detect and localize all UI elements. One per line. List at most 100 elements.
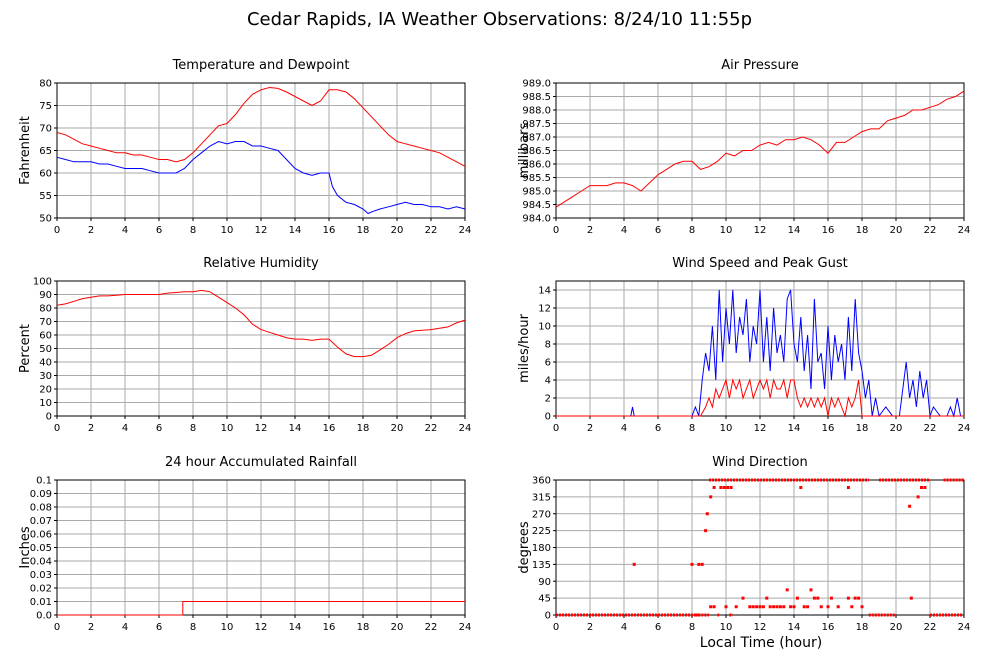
y-tick-label: 0.08 xyxy=(30,503,52,514)
y-tick-label: 180 xyxy=(532,543,551,554)
y-tick-label: 10 xyxy=(538,322,551,333)
data-point xyxy=(785,588,789,592)
x-tick-label: 2 xyxy=(587,423,593,434)
x-tick-label: 22 xyxy=(924,622,937,633)
data-point xyxy=(909,596,913,600)
y-tick-label: 0.07 xyxy=(30,516,52,527)
data-point xyxy=(719,486,723,489)
x-tick-label: 14 xyxy=(788,225,801,236)
data-point xyxy=(724,605,728,609)
data-point xyxy=(778,605,782,609)
x-tick-label: 4 xyxy=(621,423,627,434)
y-tick-label: 0 xyxy=(545,412,551,423)
y-tick-label: 4 xyxy=(545,376,551,387)
data-point xyxy=(792,605,796,609)
chart-title: Temperature and Dewpoint xyxy=(172,58,350,73)
data-point xyxy=(795,596,799,600)
y-tick-label: 45 xyxy=(538,594,551,605)
x-tick-label: 6 xyxy=(156,225,162,236)
y-tick-label: 988.5 xyxy=(522,92,551,103)
x-tick-label: 18 xyxy=(357,225,370,236)
chart-title: Air Pressure xyxy=(721,58,799,73)
y-tick-label: 80 xyxy=(39,79,52,90)
data-point xyxy=(802,605,806,609)
data-point xyxy=(775,605,779,609)
data-point xyxy=(734,605,738,609)
y-tick-label: 986.5 xyxy=(522,146,551,157)
y-tick-label: 0.01 xyxy=(30,597,52,608)
x-tick-label: 18 xyxy=(856,423,869,434)
y-tick-label: 60 xyxy=(39,331,52,342)
x-tick-label: 14 xyxy=(788,622,801,633)
y-tick-label: 70 xyxy=(39,124,52,135)
x-tick-label: 20 xyxy=(890,225,903,236)
y-tick-label: 0.04 xyxy=(30,557,52,568)
data-point xyxy=(916,495,920,499)
y-tick-label: 80 xyxy=(39,304,52,315)
chart-title: Wind Direction xyxy=(712,455,808,470)
y-tick-label: 30 xyxy=(39,371,52,382)
y-tick-label: 225 xyxy=(532,526,551,537)
y-tick-label: 0.06 xyxy=(30,530,52,541)
y-tick-label: 14 xyxy=(538,286,551,297)
y-tick-label: 0 xyxy=(545,611,551,622)
x-tick-label: 8 xyxy=(689,622,695,633)
x-tick-label: 10 xyxy=(221,622,234,633)
x-tick-label: 20 xyxy=(391,423,404,434)
y-tick-label: 75 xyxy=(39,101,52,112)
data-point xyxy=(826,605,830,609)
x-tick-label: 18 xyxy=(357,622,370,633)
x-tick-label: 8 xyxy=(689,423,695,434)
series-line-0 xyxy=(56,86,466,167)
x-tick-label: 2 xyxy=(587,225,593,236)
y-tick-label: 40 xyxy=(39,358,52,369)
x-tick-label: 10 xyxy=(221,225,234,236)
y-tick-label: 50 xyxy=(39,344,52,355)
y-axis-title: degrees xyxy=(517,521,532,574)
data-point xyxy=(789,605,793,609)
y-tick-label: 315 xyxy=(532,492,551,503)
data-point xyxy=(697,562,701,566)
x-tick-label: 12 xyxy=(255,423,268,434)
data-point xyxy=(758,605,762,609)
plot-frame xyxy=(555,82,965,219)
series-line-0 xyxy=(555,90,965,208)
data-point xyxy=(765,596,769,600)
y-tick-label: 60 xyxy=(39,169,52,180)
x-tick-label: 12 xyxy=(754,622,767,633)
data-point xyxy=(726,486,730,489)
chart-title: 24 hour Accumulated Rainfall xyxy=(165,455,357,470)
x-tick-label: 24 xyxy=(958,622,971,633)
plot-frame xyxy=(555,280,965,417)
data-point xyxy=(850,605,854,609)
x-tick-label: 22 xyxy=(425,423,438,434)
x-tick-label: 4 xyxy=(621,225,627,236)
y-axis-title: Percent xyxy=(18,324,33,373)
y-tick-label: 270 xyxy=(532,509,551,520)
y-axis-title: miles/hour xyxy=(517,313,532,382)
x-tick-label: 6 xyxy=(655,622,661,633)
x-tick-label: 22 xyxy=(924,423,937,434)
data-point xyxy=(908,504,912,508)
x-tick-label: 10 xyxy=(221,423,234,434)
x-tick-label: 20 xyxy=(391,622,404,633)
y-tick-label: 8 xyxy=(545,340,551,351)
data-point xyxy=(755,605,759,609)
chart-title: Wind Speed and Peak Gust xyxy=(672,256,847,271)
data-point xyxy=(846,486,850,489)
x-tick-label: 2 xyxy=(88,423,94,434)
data-point xyxy=(853,596,857,600)
data-point xyxy=(709,605,713,609)
y-tick-label: 0 xyxy=(46,412,52,423)
data-point xyxy=(712,605,716,609)
plot-frame xyxy=(56,280,466,417)
data-point xyxy=(812,596,816,600)
y-tick-label: 0.0 xyxy=(36,611,52,622)
series-line-0 xyxy=(57,601,465,616)
data-point xyxy=(700,562,704,566)
x-tick-label: 12 xyxy=(754,423,767,434)
x-tick-label: 2 xyxy=(88,225,94,236)
x-tick-label: 14 xyxy=(788,423,801,434)
y-tick-label: 6 xyxy=(545,358,551,369)
